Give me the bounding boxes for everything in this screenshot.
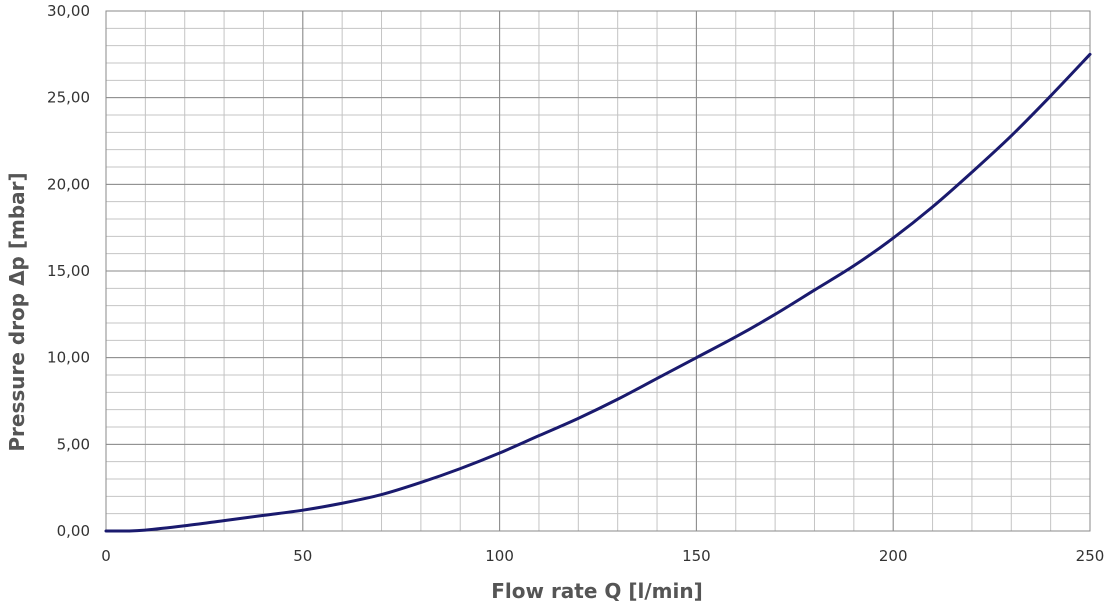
x-tick-label: 100 bbox=[485, 547, 514, 565]
y-tick-label: 10,00 bbox=[47, 349, 90, 367]
y-tick-label: 5,00 bbox=[57, 435, 90, 453]
y-tick-label: 0,00 bbox=[57, 522, 90, 540]
y-tick-label: 15,00 bbox=[47, 262, 90, 280]
series-layer bbox=[104, 52, 1092, 533]
x-tick-label: 50 bbox=[293, 547, 312, 565]
y-tick-label: 25,00 bbox=[47, 89, 90, 107]
pressure-drop-curve bbox=[104, 52, 1092, 533]
y-axis-ticks: 0,00 5,00 10,00 15,00 20,00 25,00 30,00 bbox=[47, 2, 90, 540]
y-tick-label: 30,00 bbox=[47, 2, 90, 20]
x-tick-label: 0 bbox=[101, 547, 111, 565]
plot-frame bbox=[105, 10, 1091, 532]
x-axis-ticks: 0 50 100 150 200 250 bbox=[101, 547, 1104, 565]
y-tick-label: 20,00 bbox=[47, 175, 90, 193]
x-axis-title: Flow rate Q [l/min] bbox=[491, 579, 702, 603]
x-tick-label: 250 bbox=[1076, 547, 1105, 565]
x-tick-label: 150 bbox=[682, 547, 711, 565]
x-tick-label: 200 bbox=[879, 547, 908, 565]
y-axis-title: Pressure drop Δp [mbar] bbox=[5, 172, 29, 451]
grid bbox=[105, 10, 1091, 532]
